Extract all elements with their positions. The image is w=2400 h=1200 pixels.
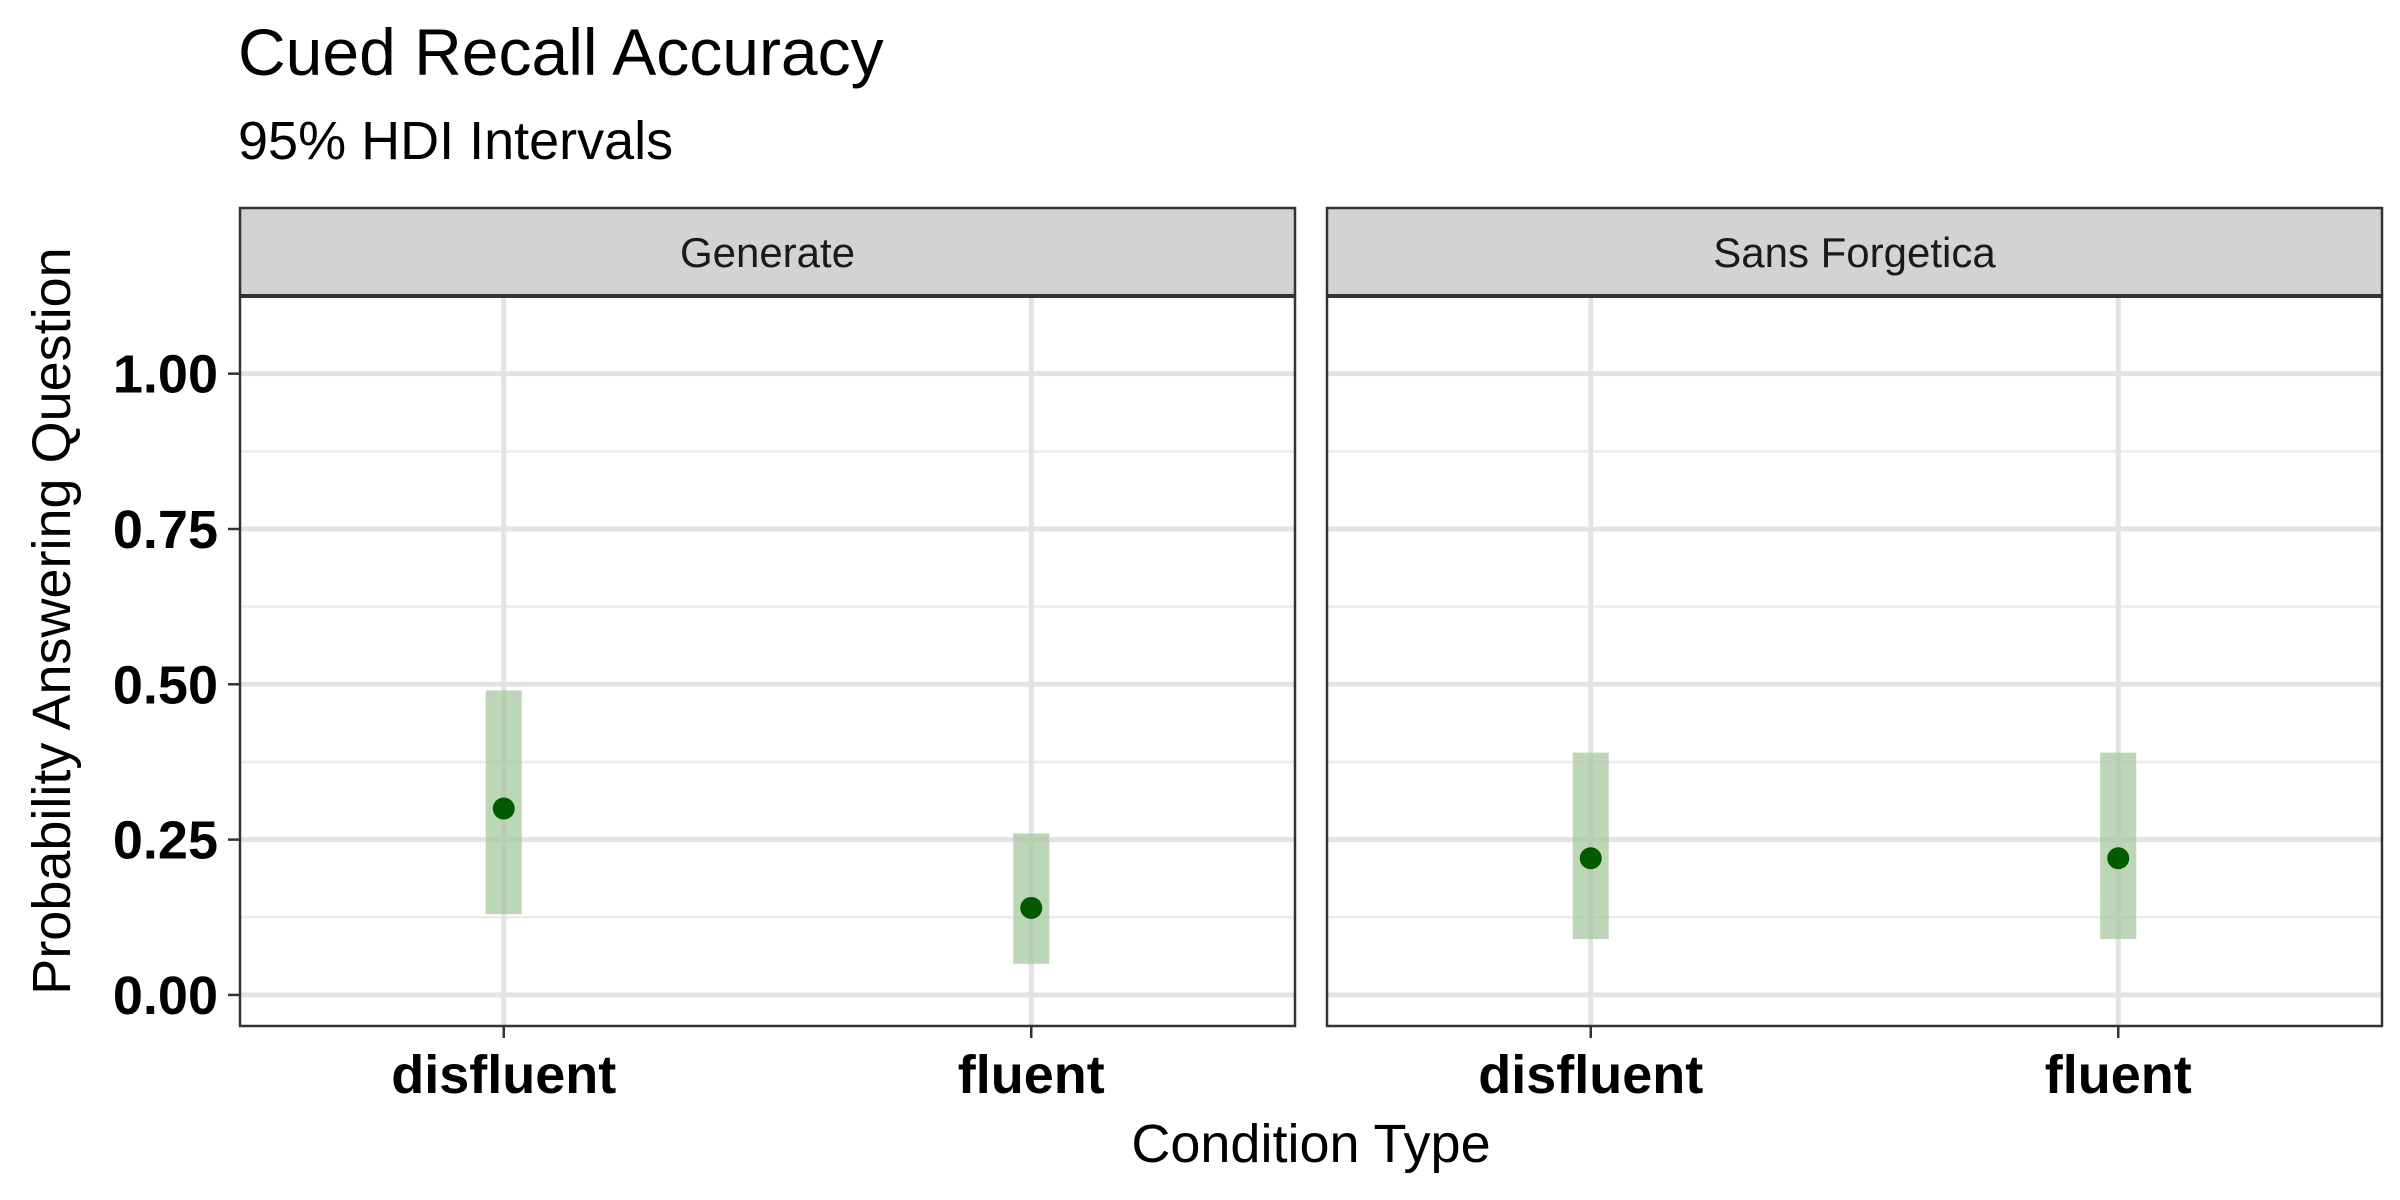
facet-strip [1325, 206, 2384, 298]
estimate-point [1579, 847, 1602, 870]
chart-title: Cued Recall Accuracy [238, 15, 884, 89]
y-tick-label: 0.75 [113, 500, 218, 560]
facet-strip [238, 206, 1297, 298]
x-tick-label: disfluent [391, 1045, 616, 1105]
facet-strip-label: Generate [680, 229, 855, 276]
panel-background [240, 296, 1295, 1026]
y-axis-title: Probability Answering Question [22, 247, 82, 994]
hdi-interval-bar [1572, 752, 1609, 940]
y-tick-label: 0.00 [113, 966, 218, 1026]
x-tick-label: fluent [2045, 1045, 2192, 1105]
x-tick-label: disfluent [1478, 1045, 1703, 1105]
estimate-point [1020, 896, 1043, 919]
y-tick-label: 0.25 [113, 811, 218, 871]
hdi-interval-bar [2100, 752, 2137, 940]
facet-strip-label: Sans Forgetica [1713, 229, 1996, 276]
chart-subtitle: 95% HDI Intervals [238, 111, 674, 171]
panel-background [1327, 296, 2382, 1026]
estimate-point [492, 797, 515, 820]
x-tick-label: fluent [958, 1045, 1105, 1105]
y-tick-label: 1.00 [113, 345, 218, 405]
estimate-point [2107, 847, 2130, 870]
y-tick-label: 0.50 [113, 655, 218, 715]
x-axis-title: Condition Type [1131, 1114, 1490, 1174]
